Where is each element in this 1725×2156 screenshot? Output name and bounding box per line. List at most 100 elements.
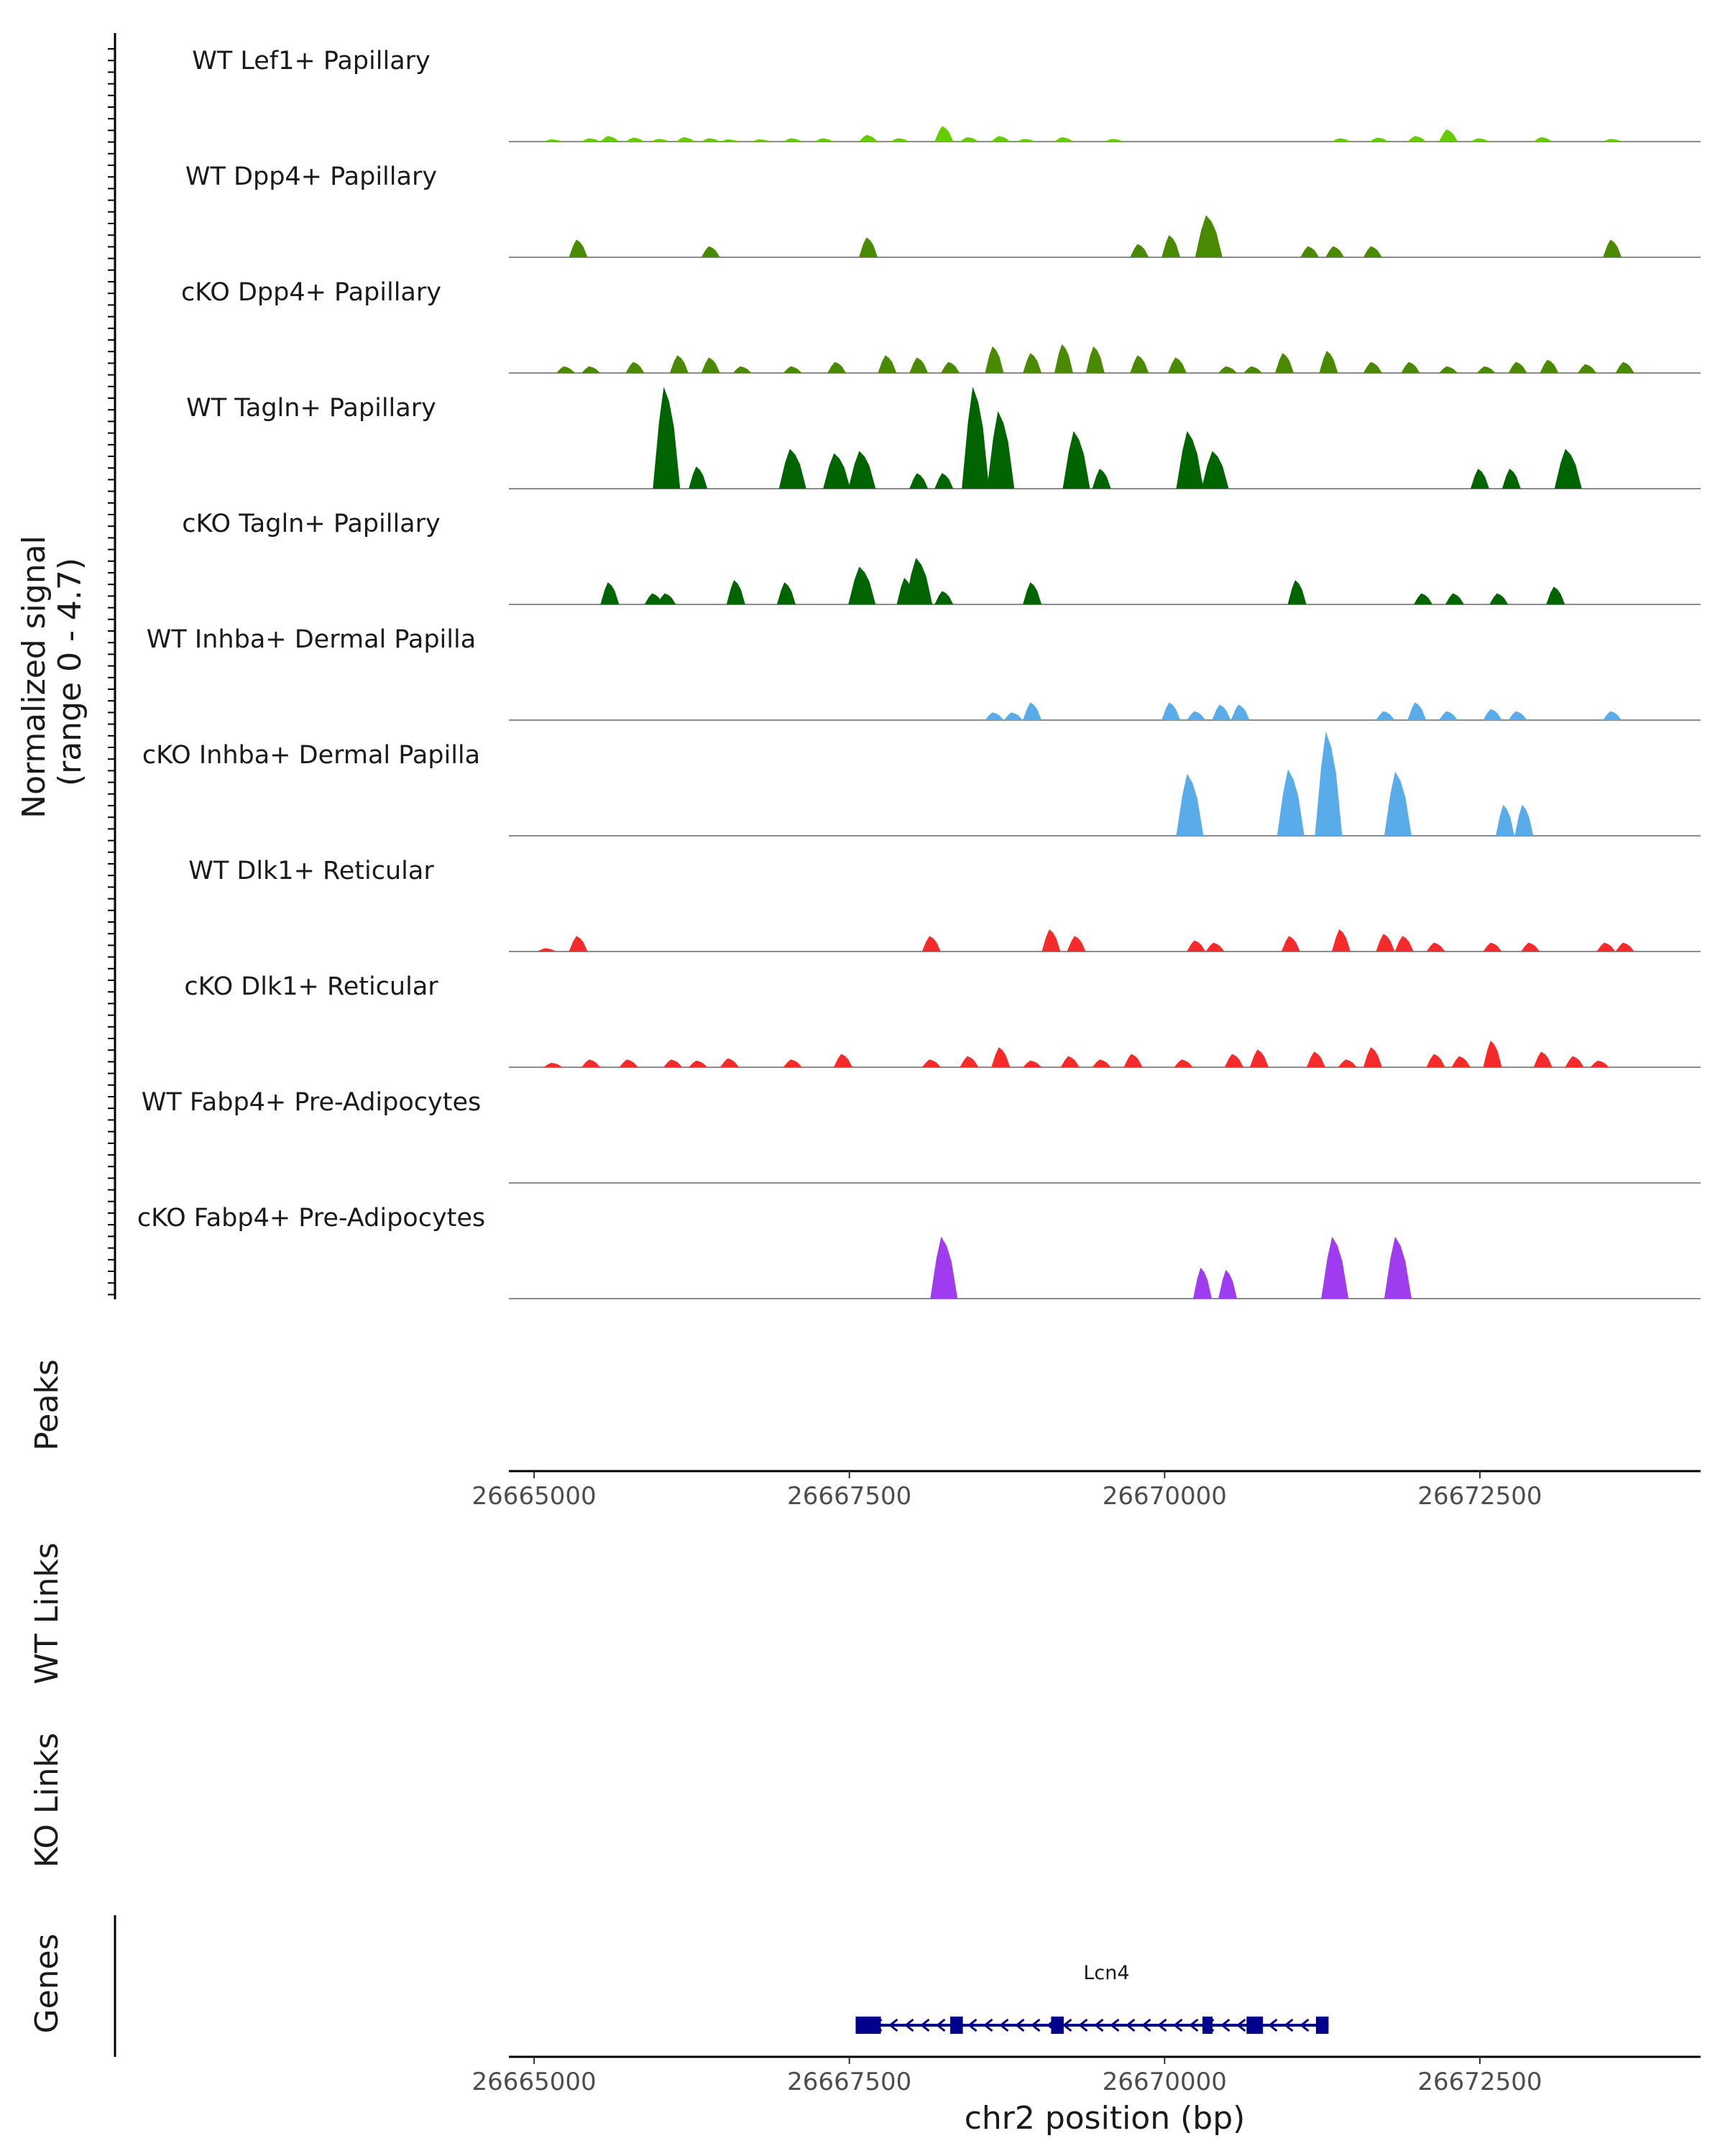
coverage-peak: [1394, 936, 1414, 952]
coverage-peak: [625, 361, 645, 373]
strand-arrow: [1126, 2018, 1136, 2032]
x-tick-label: 26667500: [787, 1482, 911, 1511]
coverage-peak: [783, 138, 802, 142]
coverage-tracks: WT Lef1+ Papillary WT Dpp4+ Papillary cKO …: [137, 47, 1701, 1299]
coverage-peak: [600, 136, 620, 142]
coverage-peak: [960, 137, 979, 142]
coverage-peak: [1603, 711, 1622, 720]
coverage-peak: [1363, 246, 1382, 257]
x-tick-label: 26670000: [1103, 2068, 1227, 2096]
coverage-peak: [930, 1236, 958, 1299]
strand-arrow: [904, 2018, 914, 2032]
coverage-peak: [1041, 929, 1061, 952]
coverage-peak: [1596, 942, 1616, 952]
strand-arrow: [1031, 2018, 1041, 2032]
coverage-peak: [726, 580, 745, 604]
coverage-peak: [1331, 138, 1351, 142]
coverage-peak: [720, 139, 740, 142]
strand-arrow: [1284, 2018, 1294, 2032]
gene-exon: [1246, 2017, 1264, 2034]
coverage-peak: [878, 355, 897, 373]
track-cko-dpp4-papillary: cKO Dpp4+ Papillary: [181, 278, 1701, 374]
coverage-peak: [1054, 344, 1073, 373]
track-label: WT Tagln+ Papillary: [186, 394, 436, 423]
coverage-peak: [1167, 357, 1187, 373]
track-wt-dlk1-reticular: WT Dlk1+ Reticular: [188, 857, 1701, 952]
coverage-peak: [905, 558, 933, 604]
gene-annotations: Lcn4: [855, 1962, 1329, 2034]
strand-arrow: [1015, 2018, 1025, 2032]
track-cko-inhba-dermal-papilla: cKO Inhba+ Dermal Papilla: [142, 732, 1701, 837]
coverage-peak: [1176, 430, 1204, 489]
coverage-peak: [537, 948, 556, 952]
coverage-peak: [1384, 771, 1412, 836]
strand-arrow: [1189, 2018, 1199, 2032]
coverage-peak: [1426, 1054, 1445, 1067]
coverage-peak: [1205, 942, 1225, 952]
coverage-peak: [921, 1059, 941, 1067]
x-tick-label: 26667500: [787, 2068, 911, 2096]
track-cko-dlk1-reticular: cKO Dlk1+ Reticular: [184, 972, 1701, 1068]
coverage-peak: [1445, 593, 1464, 604]
strand-arrow: [936, 2018, 946, 2032]
coverage-peak: [1321, 1236, 1349, 1299]
coverage-peak: [1540, 359, 1559, 373]
coverage-peak: [1243, 366, 1263, 373]
coverage-peak: [1023, 1060, 1042, 1067]
coverage-peak: [1533, 1051, 1552, 1067]
coverage-peak: [650, 139, 670, 142]
genes-panel-label: Genes: [29, 1933, 65, 2033]
gene-exon: [1315, 2017, 1329, 2034]
coverage-peak: [962, 387, 990, 489]
coverage-peak: [934, 591, 954, 604]
coverage-peak: [1130, 355, 1149, 373]
gene-name-label: Lcn4: [1083, 1962, 1129, 1984]
coverage-peak: [1287, 580, 1307, 604]
coverage-peak: [1306, 1051, 1325, 1067]
coverage-peak: [1508, 361, 1527, 373]
coverage-peak: [751, 139, 770, 142]
coverage-peak: [581, 366, 601, 373]
coverage-peak: [1363, 1047, 1382, 1067]
x-tick-label: 26670000: [1103, 1482, 1227, 1511]
coverage-peak: [848, 566, 876, 604]
coverage-peak: [1489, 593, 1509, 604]
strand-arrow: [1300, 2018, 1310, 2032]
coverage-peak: [1501, 469, 1521, 489]
x-tick-label: 26672500: [1417, 2068, 1542, 2096]
strand-arrow: [983, 2018, 993, 2032]
coverage-peak: [1615, 361, 1634, 373]
coverage-peak: [985, 346, 1004, 373]
coverage-peak: [1401, 361, 1420, 373]
coverage-peak: [1192, 1267, 1212, 1299]
coverage-peak: [1363, 361, 1382, 373]
coverage-peak: [1092, 1059, 1111, 1067]
coverage-y-axis: [108, 33, 116, 1299]
coverage-peak: [1533, 137, 1552, 142]
coverage-peak: [1615, 942, 1634, 952]
strand-arrow: [1078, 2018, 1088, 2032]
coverage-peak: [1325, 246, 1345, 257]
wt-links-panel-label: WT Links: [29, 1542, 65, 1684]
coverage-peak: [991, 1047, 1011, 1067]
coverage-peak: [701, 357, 720, 373]
coverage-peak: [890, 138, 909, 142]
coverage-peak: [985, 712, 1004, 720]
coverage-peak: [1414, 593, 1433, 604]
coverage-peak: [783, 366, 802, 373]
strand-arrow: [920, 2018, 930, 2032]
coverage-peak: [619, 1059, 638, 1067]
coverage-peak: [1230, 704, 1250, 720]
coverage-peak: [1590, 1060, 1609, 1067]
coverage-peak: [1023, 353, 1042, 373]
coverage-peak: [543, 139, 563, 142]
coverage-peak: [1123, 1054, 1143, 1067]
coverage-peak: [1376, 934, 1395, 952]
coverage-peak: [701, 138, 720, 142]
coverage-peak: [1201, 451, 1229, 489]
coverage-peak: [569, 239, 588, 257]
coverage-peak: [814, 138, 834, 142]
coverage-peak: [1085, 346, 1105, 373]
coverage-peak: [859, 237, 878, 257]
coverage-peak: [581, 138, 601, 142]
